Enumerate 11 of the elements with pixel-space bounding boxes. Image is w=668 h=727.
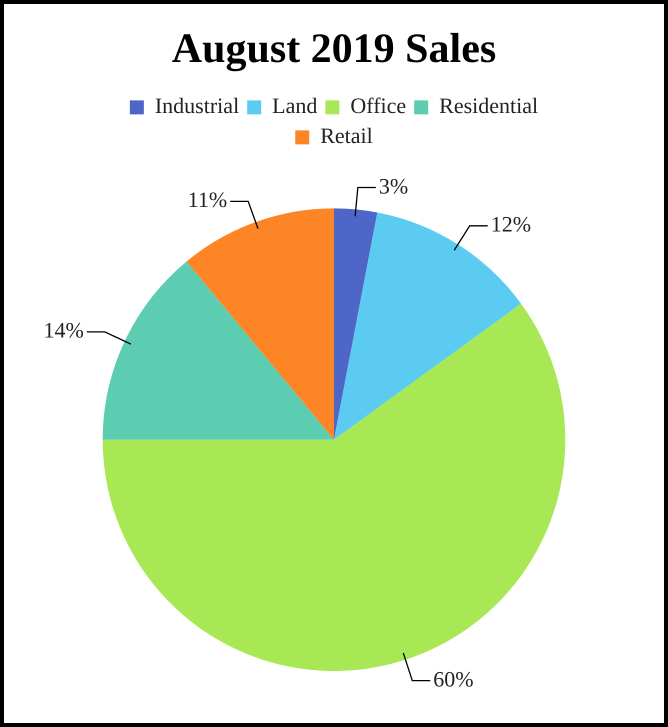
legend-label: Retail bbox=[320, 123, 373, 148]
data-label: 3% bbox=[378, 173, 408, 198]
data-label: 60% bbox=[433, 666, 474, 692]
legend-label: Industrial bbox=[154, 93, 240, 118]
data-label: 14% bbox=[43, 318, 84, 343]
data-label: 11% bbox=[188, 187, 228, 212]
data-label: 12% bbox=[490, 212, 532, 237]
legend-label: Land bbox=[272, 93, 318, 118]
legend-label: Office bbox=[350, 93, 406, 118]
chart-title: August 2019 Sales bbox=[172, 26, 496, 72]
legend-label: Residential bbox=[439, 93, 538, 118]
